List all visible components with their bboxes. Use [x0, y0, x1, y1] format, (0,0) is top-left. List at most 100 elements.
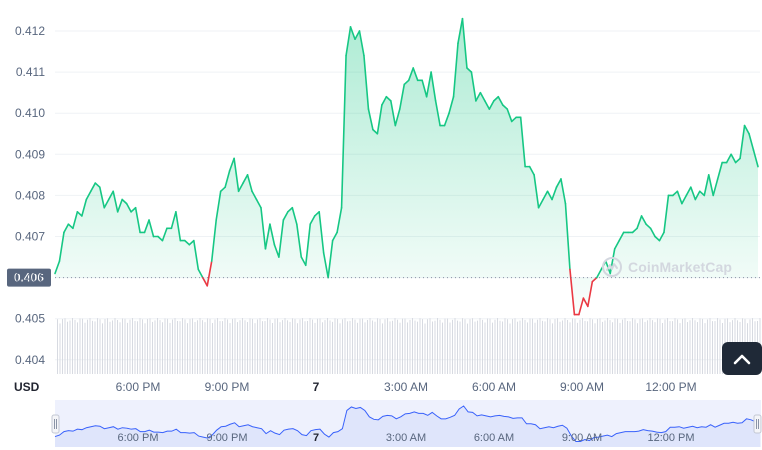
volume-bar [337, 318, 338, 374]
price-segment [358, 30, 365, 57]
reference-price-label: 0.406 [14, 271, 44, 285]
volume-bar [472, 318, 473, 374]
navigator[interactable]: 6:00 PM 9:00 PM 7 3:00 AM 6:00 AM 9:00 AM 12:0… [51, 400, 762, 447]
scroll-to-top-button[interactable] [722, 342, 762, 375]
volume-bar [712, 321, 713, 374]
volume-bar [209, 318, 211, 374]
volume-bar [539, 318, 541, 374]
volume-bar [174, 318, 176, 374]
price-segment [331, 231, 338, 242]
price-segment [345, 26, 352, 57]
volume-bar [92, 320, 93, 374]
volume-bar [484, 322, 486, 374]
price-segment [519, 116, 526, 168]
price-segment [743, 124, 750, 135]
volume-bar [609, 320, 611, 374]
volume-bar [632, 318, 633, 374]
volume-bar [89, 318, 91, 374]
price-segment [81, 198, 88, 217]
volume-bar [702, 318, 703, 374]
volume-bar [582, 318, 583, 374]
volume-bar [224, 318, 226, 374]
volume-bar [494, 319, 496, 374]
navigator-handle-left[interactable] [51, 414, 60, 434]
volume-bar [387, 318, 388, 374]
navigator-series [54, 405, 761, 447]
volume-bar [272, 322, 273, 374]
price-segment [175, 211, 182, 242]
volume-bar [717, 318, 718, 374]
volume-bar [574, 318, 576, 374]
volume-bar [534, 322, 536, 374]
volume-bar [454, 318, 456, 374]
volume-bar [312, 319, 313, 374]
navigator-handle-right[interactable] [753, 414, 762, 434]
price-segment [407, 67, 415, 82]
price-segment [381, 95, 388, 106]
price-segment [291, 206, 298, 225]
price-segment [403, 79, 410, 86]
price-segment [470, 71, 477, 102]
volume-bar [532, 318, 533, 374]
price-segment [707, 174, 715, 197]
price-segment [367, 108, 374, 131]
volume-bar [479, 318, 481, 374]
volume-bar [149, 318, 151, 374]
volume-bar [319, 318, 321, 374]
volume-bar [339, 323, 341, 374]
price-segment [67, 223, 74, 230]
price-segment [143, 219, 150, 234]
volume-bar [177, 320, 178, 374]
volume-bar [549, 319, 551, 374]
volume-bar [547, 318, 548, 374]
volume-bar [664, 319, 666, 374]
volume-bar [602, 321, 603, 374]
volume-bar [612, 322, 613, 374]
volume-bar [94, 321, 96, 374]
price-segment [497, 95, 504, 106]
volume-bar [467, 323, 468, 374]
reference-line: 0.406 [7, 268, 760, 287]
volume-bar [614, 318, 616, 374]
volume-bar [307, 320, 308, 374]
volume-bar [304, 321, 306, 374]
price-segment [372, 128, 379, 135]
volume-bar [537, 319, 538, 374]
price-segment [255, 198, 262, 209]
volume-bar [434, 320, 436, 374]
volume-bar [329, 320, 331, 374]
price-segment [461, 17, 468, 69]
volume-bar [119, 322, 121, 374]
price-segment [443, 112, 450, 127]
navigator-tick-label: 3:00 AM [386, 432, 426, 444]
volume-bar [559, 321, 561, 374]
price-area-fill [55, 18, 758, 315]
volume-bar [109, 321, 111, 374]
price-segment [210, 219, 217, 262]
volume-bar [297, 323, 298, 374]
price-segment [107, 190, 115, 201]
price-segment [327, 239, 334, 279]
volume-bar [172, 319, 173, 374]
navigator-area [55, 405, 760, 447]
price-segment [533, 174, 540, 209]
volume-bar [362, 318, 363, 374]
volume-bar [227, 319, 228, 374]
volume-bar [199, 318, 201, 374]
volume-bar [692, 318, 693, 374]
volume-bar [662, 323, 663, 374]
volume-bar [407, 322, 408, 374]
volume-bar [659, 318, 661, 374]
volume-bar [414, 320, 416, 374]
currency-label: USD [14, 380, 40, 394]
price-segment [282, 211, 289, 221]
volume-bar [687, 322, 688, 374]
volume-bar [152, 321, 153, 374]
volume-bar [444, 318, 446, 374]
volume-bar [132, 318, 133, 374]
price-segment [694, 190, 701, 201]
price-segment [193, 239, 200, 271]
volume-bar [222, 321, 223, 374]
price-segment [479, 91, 486, 102]
volume-bar [72, 318, 73, 374]
